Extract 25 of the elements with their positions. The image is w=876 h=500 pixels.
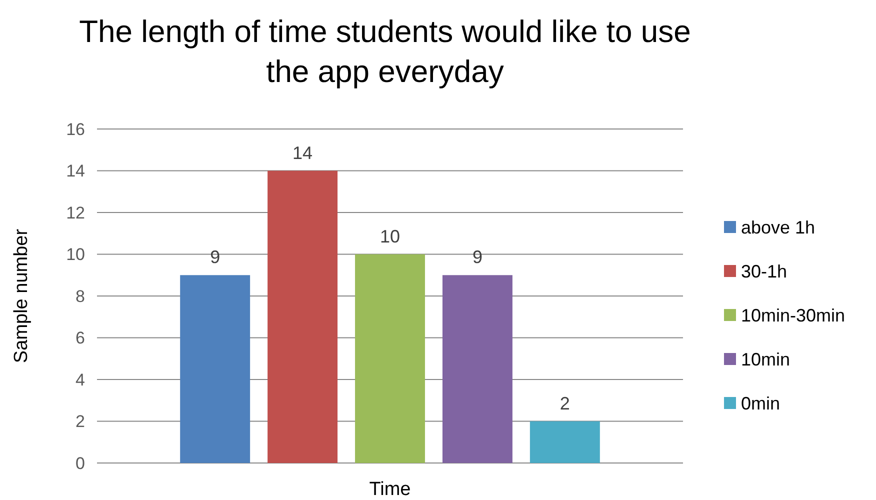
legend-label: 0min <box>741 393 780 414</box>
y-tick-label: 0 <box>76 454 85 473</box>
data-label: 10 <box>380 226 400 246</box>
legend-label: 30-1h <box>741 261 788 282</box>
y-tick-label: 6 <box>76 328 85 348</box>
legend-label: 10min-30min <box>741 305 846 326</box>
y-tick-label: 8 <box>76 286 85 306</box>
y-tick-label: 4 <box>76 370 85 390</box>
y-tick-label: 16 <box>66 120 85 139</box>
legend-label: 10min <box>741 349 790 370</box>
legend-label: above 1h <box>741 217 816 238</box>
y-axis-title: Sample number <box>11 228 32 364</box>
y-tick-label: 14 <box>66 162 85 181</box>
y-tick-label: 12 <box>66 203 85 222</box>
x-axis-title: Time <box>369 479 411 500</box>
bar <box>442 275 512 463</box>
chart-title: The length of time students would like to use the app everyday <box>79 14 691 89</box>
data-label: 14 <box>292 142 313 163</box>
bar <box>180 275 250 463</box>
bar <box>355 254 425 463</box>
y-tick-label: 10 <box>66 245 85 264</box>
bar <box>268 170 338 463</box>
data-label: 2 <box>560 393 570 414</box>
bar <box>530 421 600 463</box>
y-tick-label: 2 <box>76 412 85 432</box>
